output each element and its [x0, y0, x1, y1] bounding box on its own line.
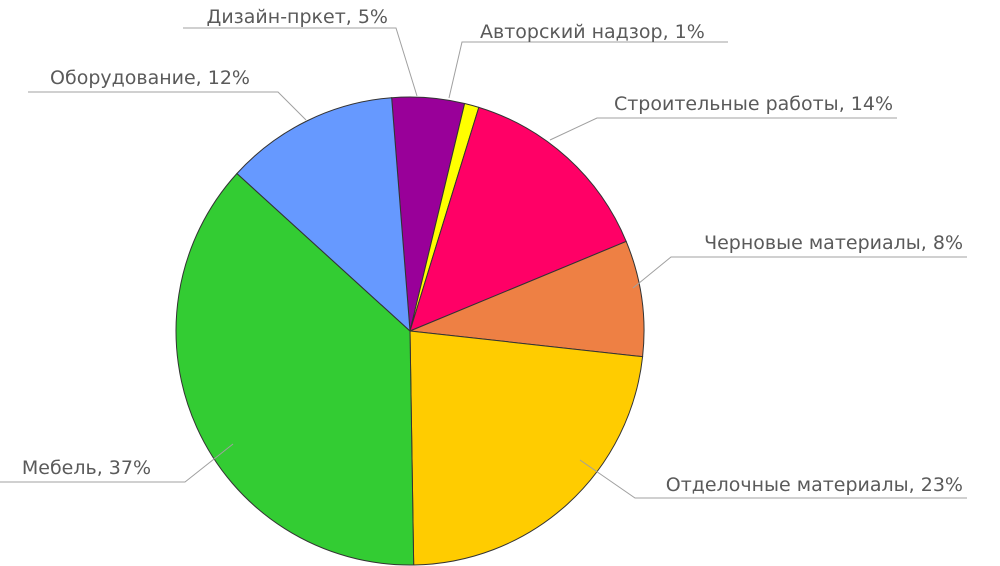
- slice-label: Дизайн-пркет, 5%: [206, 6, 388, 28]
- leader-line: [579, 459, 967, 499]
- leader-line: [183, 27, 418, 97]
- slice-label: Оборудование, 12%: [50, 67, 250, 89]
- slice-label: Отделочные материалы, 23%: [666, 474, 963, 496]
- pie-slices: [175, 96, 645, 566]
- slice-label: Черновые материалы, 8%: [704, 232, 963, 254]
- pie-slice: [409, 330, 644, 566]
- pie-slice: [409, 240, 645, 358]
- slice-label: Строительные работы, 14%: [614, 93, 893, 115]
- slice-label: Мебель, 37%: [22, 457, 151, 479]
- slice-label: Авторский надзор, 1%: [480, 21, 705, 43]
- pie-slice: [175, 172, 415, 566]
- leader-line: [28, 91, 307, 121]
- leader-line: [0, 443, 234, 483]
- leader-line: [448, 41, 728, 99]
- pie-slice: [409, 106, 627, 332]
- slice-labels: Дизайн-пркет, 5% Авторский надзор, 1% Стро…: [22, 6, 963, 496]
- pie-slice: [236, 97, 411, 333]
- leader-line: [632, 256, 967, 289]
- leader-lines: [0, 27, 967, 499]
- leader-line: [549, 117, 897, 141]
